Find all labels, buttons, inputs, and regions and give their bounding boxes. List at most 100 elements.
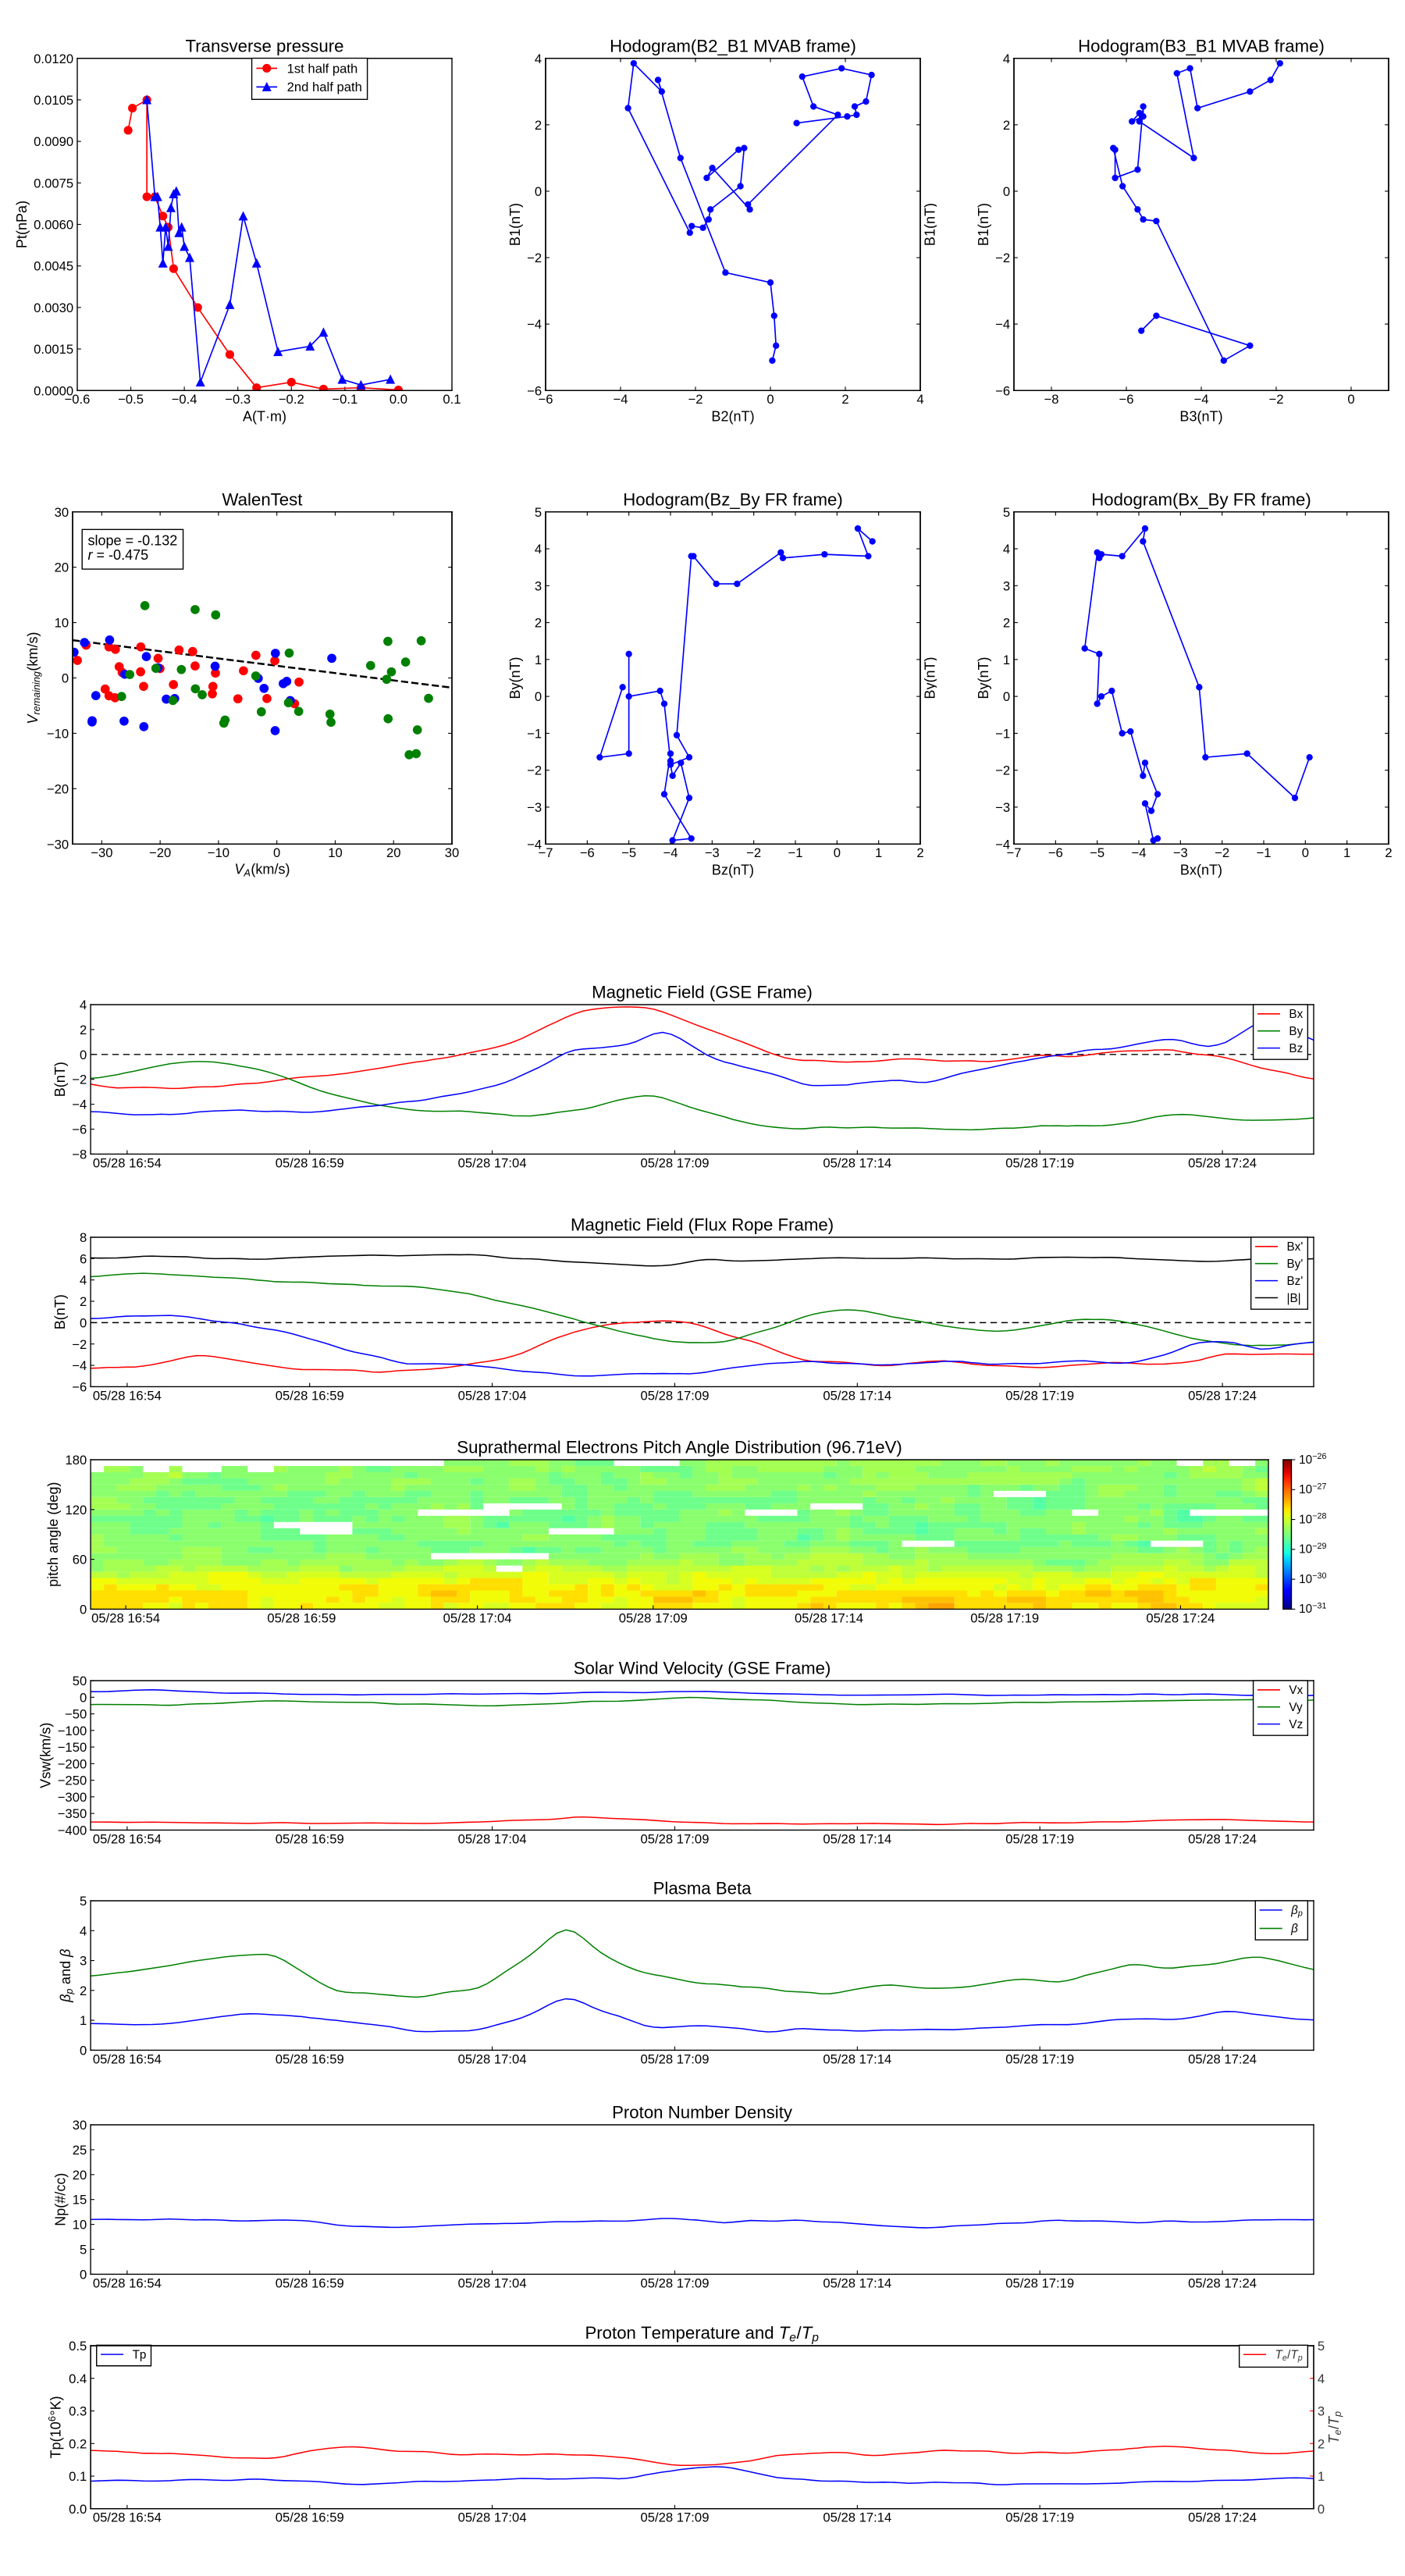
- svg-text:A(T·m): A(T·m): [243, 408, 286, 424]
- svg-text:0: 0: [1318, 2502, 1325, 2517]
- svg-text:−2: −2: [72, 1337, 87, 1352]
- svg-text:B3(nT): B3(nT): [1179, 408, 1222, 424]
- svg-text:30: 30: [445, 845, 460, 860]
- svg-text:−2: −2: [527, 763, 542, 778]
- svg-text:0: 0: [80, 1690, 87, 1705]
- svg-text:By: By: [1289, 1025, 1303, 1038]
- svg-text:05/28 17:24: 05/28 17:24: [1146, 1610, 1215, 1625]
- svg-text:B2(nT): B2(nT): [711, 408, 754, 424]
- svg-text:0.1: 0.1: [69, 2469, 87, 2484]
- svg-text:1 0 −: 1 0 − 3 0: [1299, 1563, 1327, 1587]
- svg-text:0.0: 0.0: [389, 392, 407, 407]
- svg-text:05/28 17:14: 05/28 17:14: [823, 2510, 891, 2525]
- svg-text:−6: −6: [527, 383, 542, 398]
- svg-text:0: 0: [80, 1048, 87, 1062]
- svg-text:2: 2: [1003, 118, 1010, 133]
- svg-text:3: 3: [80, 1954, 87, 1969]
- svg-text:0.3: 0.3: [69, 2404, 87, 2419]
- svg-text:Vz: Vz: [1289, 1718, 1303, 1731]
- svg-text:5: 5: [535, 505, 542, 520]
- svg-text:05/28 17:04: 05/28 17:04: [458, 2510, 527, 2525]
- svg-text:−6: −6: [72, 1379, 87, 1394]
- svg-text:Magnetic Field (GSE Frame): Magnetic Field (GSE Frame): [592, 983, 813, 1002]
- svg-text:05/28 17:14: 05/28 17:14: [823, 2275, 891, 2290]
- svg-text:0.4: 0.4: [69, 2371, 87, 2386]
- svg-text:20: 20: [386, 845, 401, 860]
- svg-text:2: 2: [916, 845, 923, 860]
- svg-text:05/28 16:59: 05/28 16:59: [276, 2051, 344, 2066]
- svg-text:05/28 16:59: 05/28 16:59: [276, 1831, 344, 1846]
- svg-text:−2: −2: [688, 392, 703, 407]
- svg-text:B(nT): B(nT): [52, 1294, 68, 1329]
- svg-text:05/28 16:59: 05/28 16:59: [267, 1610, 336, 1625]
- svg-text:05/28 17:09: 05/28 17:09: [640, 1831, 709, 1846]
- svg-text:1: 1: [1343, 845, 1350, 860]
- svg-text:10: 10: [73, 2218, 87, 2233]
- svg-text:1 0 −: 1 0 − 2 7: [1299, 1473, 1327, 1497]
- svg-text:−8: −8: [1044, 392, 1059, 407]
- svg-text:05/28 17:09: 05/28 17:09: [640, 2510, 709, 2525]
- svg-text:Pt(nPa): Pt(nPa): [14, 201, 30, 248]
- svg-text:−8: −8: [72, 1147, 87, 1162]
- svg-text:05/28 17:04: 05/28 17:04: [458, 2275, 527, 2290]
- svg-text:−10: −10: [208, 845, 229, 860]
- svg-text:0.5: 0.5: [69, 2339, 87, 2354]
- svg-text:Bx': Bx': [1287, 1240, 1304, 1254]
- svg-text:20: 20: [73, 2168, 87, 2183]
- svg-text:05/28 16:54: 05/28 16:54: [93, 1155, 162, 1170]
- svg-text:05/28 16:59: 05/28 16:59: [276, 2510, 344, 2525]
- svg-text:−0.3: −0.3: [225, 392, 251, 407]
- svg-text:−300: −300: [58, 1790, 87, 1805]
- svg-text:05/28 17:19: 05/28 17:19: [1005, 2051, 1074, 2066]
- svg-text:0: 0: [1302, 845, 1309, 860]
- svg-text:−30: −30: [47, 837, 69, 852]
- svg-text:2nd half path: 2nd half path: [287, 80, 362, 94]
- svg-text:4: 4: [535, 542, 542, 557]
- svg-text:T p ( 1: T p ( 1 0 ° K ) 6: [45, 2391, 65, 2458]
- svg-text:1 0 −: 1 0 − 2 8: [1299, 1503, 1327, 1528]
- svg-text:−350: −350: [58, 1806, 87, 1821]
- svg-text:05/28 16:59: 05/28 16:59: [276, 2275, 344, 2290]
- svg-text:30: 30: [73, 2118, 87, 2133]
- svg-text:6: 6: [80, 1251, 87, 1266]
- svg-text:0: 0: [80, 2043, 87, 2058]
- svg-text:−20: −20: [149, 845, 171, 860]
- svg-text:2: 2: [1385, 845, 1392, 860]
- svg-text:20: 20: [55, 560, 69, 575]
- svg-text:−1: −1: [527, 726, 542, 741]
- svg-text:−4: −4: [527, 317, 542, 332]
- svg-text:0.2: 0.2: [69, 2436, 87, 2451]
- svg-text:05/28 17:19: 05/28 17:19: [1005, 1388, 1074, 1403]
- svg-text:05/28 17:19: 05/28 17:19: [970, 1610, 1039, 1625]
- svg-text:−2: −2: [1269, 392, 1284, 407]
- svg-text:120: 120: [65, 1503, 87, 1517]
- svg-text:60: 60: [73, 1553, 87, 1567]
- svg-text:4: 4: [80, 1923, 87, 1938]
- svg-text:05/28 17:19: 05/28 17:19: [1005, 2510, 1074, 2525]
- svg-text:Vy: Vy: [1289, 1701, 1303, 1714]
- svg-text:05/28 16:54: 05/28 16:54: [93, 1388, 162, 1403]
- svg-text:4: 4: [916, 392, 923, 407]
- svg-text:−6: −6: [1119, 392, 1134, 407]
- svg-text:−3: −3: [705, 845, 720, 860]
- svg-text:5: 5: [1318, 2339, 1325, 2354]
- svg-text:05/28 17:04: 05/28 17:04: [458, 1388, 527, 1403]
- svg-text:WalenTest: WalenTest: [222, 489, 304, 509]
- svg-text:10: 10: [328, 845, 343, 860]
- svg-text:05/28 16:54: 05/28 16:54: [93, 2510, 162, 2525]
- svg-text:−0.5: −0.5: [118, 392, 144, 407]
- svg-text:05/28 16:54: 05/28 16:54: [91, 1610, 160, 1625]
- svg-text:05/28 17:09: 05/28 17:09: [619, 1610, 688, 1625]
- svg-text:−2: −2: [527, 251, 542, 265]
- svg-text:0: 0: [80, 2267, 87, 2282]
- svg-text:−3: −3: [1173, 845, 1188, 860]
- svg-text:1: 1: [875, 845, 882, 860]
- svg-text:2: 2: [841, 392, 848, 407]
- svg-text:−4: −4: [1132, 845, 1147, 860]
- svg-text:−0.4: −0.4: [172, 392, 197, 407]
- svg-text:−4: −4: [72, 1358, 87, 1373]
- svg-text:−1: −1: [788, 845, 803, 860]
- svg-text:0: 0: [535, 184, 542, 199]
- svg-text:2: 2: [80, 1294, 87, 1309]
- svg-text:05/28 17:09: 05/28 17:09: [640, 1155, 709, 1170]
